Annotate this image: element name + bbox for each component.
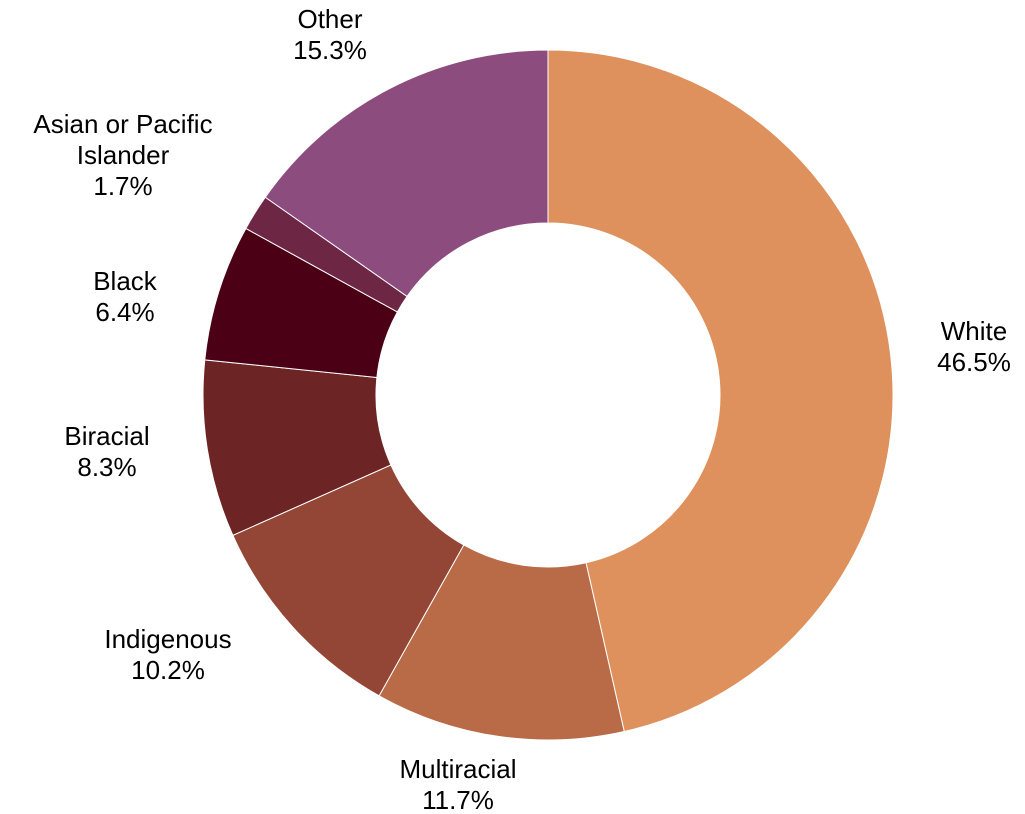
slice-other (264, 49, 549, 298)
data-label-indigenous: Indigenous 10.2% (104, 624, 231, 685)
data-label-multiracial: Multiracial 11.7% (399, 754, 516, 814)
data-label-asian-or-pacific-islander: Asian or Pacific Islander 1.7% (33, 109, 212, 201)
labels-group: White 46.5% Multiracial 11.7% Indigenous 10.2… (33, 4, 1010, 814)
slices-group (202, 49, 894, 741)
slice-multiracial (378, 544, 625, 741)
data-label-other: Other 15.3% (293, 4, 367, 65)
data-label-black: Black 6.4% (93, 266, 158, 327)
data-label-biracial: Biracial 8.3% (64, 421, 149, 482)
data-label-white: White 46.5% (937, 316, 1011, 377)
slice-white (547, 49, 894, 733)
